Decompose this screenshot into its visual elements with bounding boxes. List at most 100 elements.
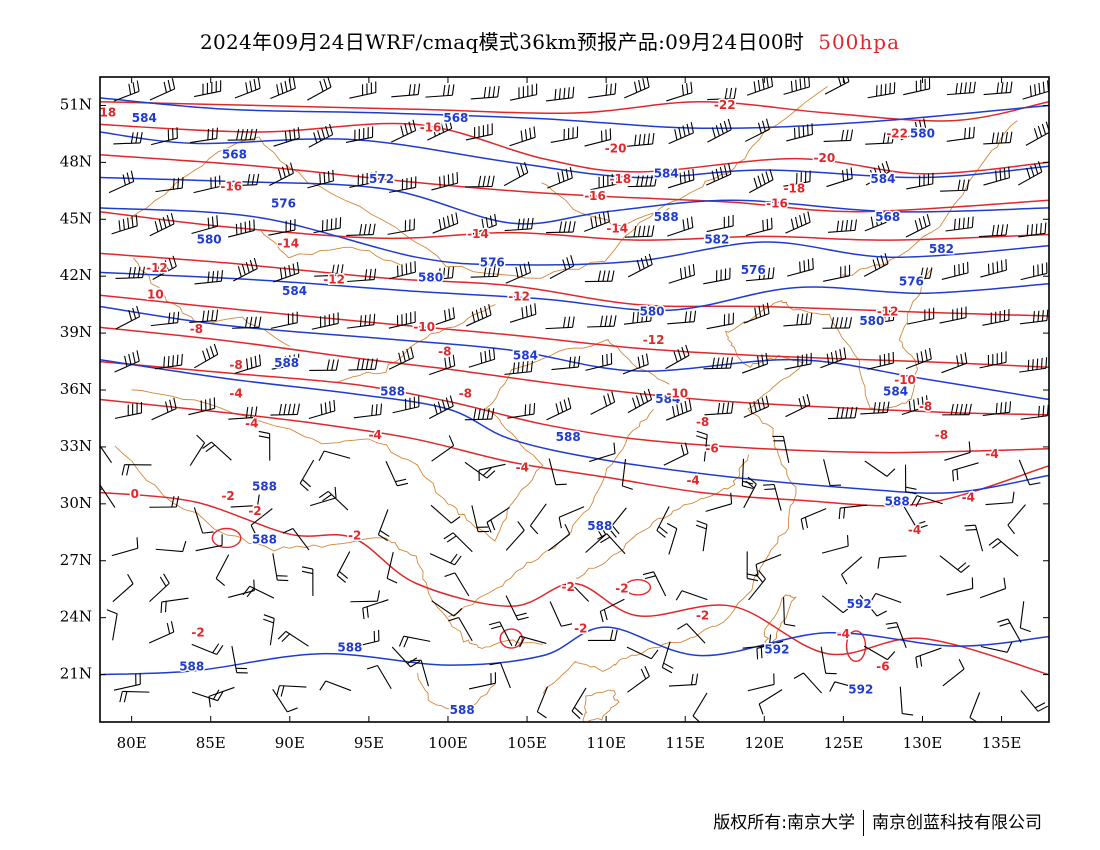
wind-barb (272, 688, 298, 713)
wind-barb (821, 595, 853, 614)
height-contour (100, 207, 1049, 266)
temperature-label: -6 (705, 441, 718, 455)
wind-barb (983, 81, 1013, 96)
wind-barb (584, 270, 615, 283)
wind-barb (155, 177, 184, 193)
wind-barb (979, 577, 1007, 599)
terrain-line (448, 408, 654, 618)
wind-barb (318, 490, 349, 511)
terrain-line (259, 229, 401, 266)
wind-barb (193, 507, 214, 534)
wind-barb (504, 217, 534, 232)
wind-barb (443, 532, 473, 553)
height-label: 584 (132, 111, 157, 125)
credit-separator (863, 810, 864, 836)
wind-barb (741, 352, 769, 374)
wind-barb (549, 255, 575, 280)
temperature-contour (100, 360, 1049, 454)
wind-barb (1020, 262, 1048, 281)
wind-barb (940, 179, 970, 192)
lon-tick-label: 105E (507, 734, 547, 752)
wind-barb (428, 395, 454, 419)
height-label: 576 (741, 263, 766, 277)
wind-barb (675, 590, 708, 601)
lon-tick-label: 115E (665, 734, 705, 752)
wind-barb (704, 402, 734, 416)
wind-barb (785, 211, 811, 234)
height-label: 588 (654, 210, 679, 224)
lat-tick-label: 42N (60, 266, 92, 284)
lon-tick-label: 110E (586, 734, 626, 752)
temperature-label: -8 (438, 345, 451, 359)
wind-barb (269, 162, 294, 186)
temperature-label: -4 (369, 428, 382, 442)
wind-barb (546, 221, 576, 234)
temperature-label: -12 (643, 333, 665, 347)
wind-barb (188, 397, 216, 416)
wind-barb (352, 629, 380, 648)
wind-barb (194, 343, 219, 369)
wind-barb (228, 219, 255, 238)
wind-barb (665, 399, 692, 421)
wind-barb (905, 214, 931, 238)
wind-barb (677, 623, 706, 644)
wind-barb (548, 458, 567, 486)
wind-barb (705, 492, 733, 512)
wind-barb (228, 579, 255, 598)
wind-barb (590, 173, 618, 191)
wind-barb (941, 261, 969, 280)
wind-barb (270, 77, 296, 100)
wind-barb (231, 316, 262, 329)
wind-barb (747, 673, 775, 692)
wind-barb (758, 689, 783, 715)
height-label: 588 (587, 519, 612, 533)
wind-barb (782, 597, 796, 627)
wind-barb (276, 685, 307, 697)
wind-barb (945, 216, 974, 232)
wind-barb (509, 126, 536, 147)
wind-barb (1025, 121, 1049, 146)
wind-barb (692, 692, 708, 722)
height-label: 580 (639, 305, 664, 319)
wind-barb (703, 357, 733, 370)
temperature-label: -4 (229, 386, 242, 400)
wind-barb (551, 356, 581, 371)
temperature-label: -4 (962, 491, 975, 505)
wind-barb (282, 527, 310, 551)
wind-barb (301, 566, 314, 597)
wind-barb (389, 261, 416, 280)
wind-barb (1022, 80, 1049, 100)
wind-barb (624, 225, 655, 238)
height-label: 576 (480, 255, 505, 269)
wind-barb (863, 253, 889, 277)
wind-barb (667, 168, 695, 189)
wind-barb (587, 629, 618, 642)
wind-barb (749, 169, 774, 194)
wind-barb (668, 264, 696, 284)
terrain-line (542, 268, 933, 695)
wind-barb (486, 507, 510, 533)
wind-barb (899, 686, 914, 716)
wind-barb (349, 81, 377, 99)
wind-barb (746, 77, 774, 96)
height-label: 580 (859, 314, 884, 328)
wind-barb (346, 223, 376, 236)
wind-barb (536, 686, 549, 719)
wind-barb (783, 312, 813, 327)
wind-barb (866, 309, 895, 325)
wind-barb (983, 166, 1011, 186)
height-label: 576 (271, 197, 296, 211)
wind-barb (189, 309, 219, 324)
height-label: 588 (450, 703, 475, 717)
company-text: 南京创蓝科技有限公司 (872, 813, 1042, 833)
height-contour (100, 131, 1049, 179)
height-label: 592 (764, 642, 789, 656)
wind-barb (154, 354, 183, 370)
wind-barb (952, 462, 979, 482)
wind-barb (150, 127, 178, 146)
wind-barb (470, 265, 501, 278)
temperature-label: -8 (919, 400, 932, 414)
wind-barb (465, 175, 495, 188)
wind-barb (155, 540, 187, 553)
wind-barb (1020, 404, 1049, 420)
